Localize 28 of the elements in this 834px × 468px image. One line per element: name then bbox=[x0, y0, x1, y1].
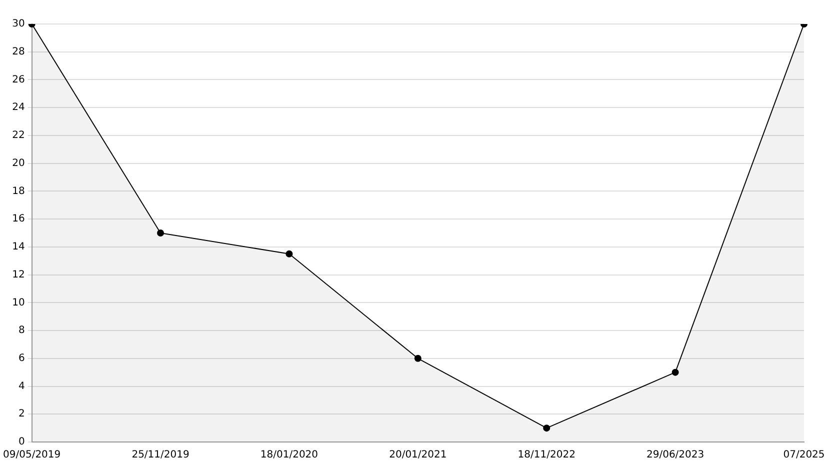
y-tick-label: 2 bbox=[18, 408, 25, 420]
x-tick-label: 09/05/2019 bbox=[3, 450, 61, 461]
y-tick-label: 28 bbox=[12, 46, 25, 58]
x-tick-label: 18/01/2020 bbox=[260, 450, 318, 461]
y-tick-label: 18 bbox=[12, 186, 25, 197]
x-tick-label: 20/01/2021 bbox=[389, 450, 447, 461]
point bbox=[543, 424, 550, 432]
y-tick-label: 22 bbox=[12, 130, 25, 142]
point bbox=[157, 230, 164, 236]
x-tick-label: 18/11/2022 bbox=[518, 450, 576, 461]
point bbox=[414, 354, 422, 362]
y-tick-label: 6 bbox=[18, 352, 25, 364]
point bbox=[672, 368, 679, 376]
y-tick-label: 8 bbox=[18, 325, 25, 336]
y-tick-label: 24 bbox=[12, 102, 25, 114]
y-tick-label: 30 bbox=[12, 18, 25, 30]
y-tick-label: 20 bbox=[12, 158, 25, 169]
x-tick-label: 29/06/2023 bbox=[646, 450, 704, 461]
x-tick-label: 25/11/2019 bbox=[132, 450, 190, 461]
y-tick-label: 26 bbox=[12, 74, 25, 86]
point bbox=[286, 250, 293, 258]
y-tick-label: 12 bbox=[12, 269, 25, 280]
y-tick-label: 4 bbox=[18, 380, 25, 392]
y-tick-label: 14 bbox=[12, 242, 25, 253]
y-tick-label: 16 bbox=[12, 214, 25, 225]
x-tick-label: 07/2025 bbox=[783, 450, 825, 461]
y-tick-label: 0 bbox=[18, 436, 25, 448]
y-tick-label: 10 bbox=[12, 297, 25, 308]
